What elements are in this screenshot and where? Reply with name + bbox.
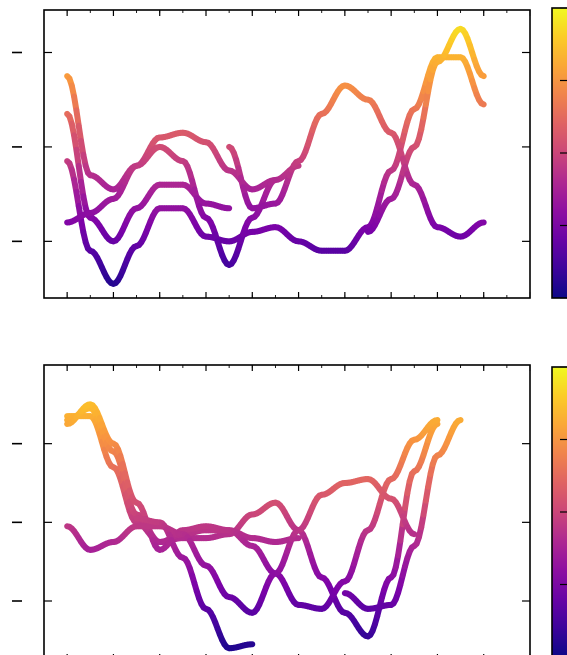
series-segment <box>270 176 279 184</box>
axes-frame <box>43 364 531 655</box>
colorbar <box>551 366 567 655</box>
axes-frame <box>43 9 531 299</box>
series-line-2 <box>64 25 487 245</box>
chart-panel-2 <box>12 364 567 655</box>
series-line-3 <box>64 401 441 612</box>
series-line-5 <box>133 515 256 652</box>
series-line-4 <box>64 476 418 616</box>
series-segment <box>455 417 464 424</box>
plot-area <box>64 401 464 652</box>
series-segment <box>408 530 418 538</box>
series-segment <box>478 100 487 108</box>
series-line-3 <box>64 73 302 193</box>
plot-area <box>64 25 487 287</box>
series-line-5 <box>226 82 487 240</box>
series-segment <box>478 71 487 80</box>
series-line-4 <box>64 143 279 268</box>
series-segment <box>432 421 441 429</box>
chart-panel-1 <box>12 7 567 299</box>
